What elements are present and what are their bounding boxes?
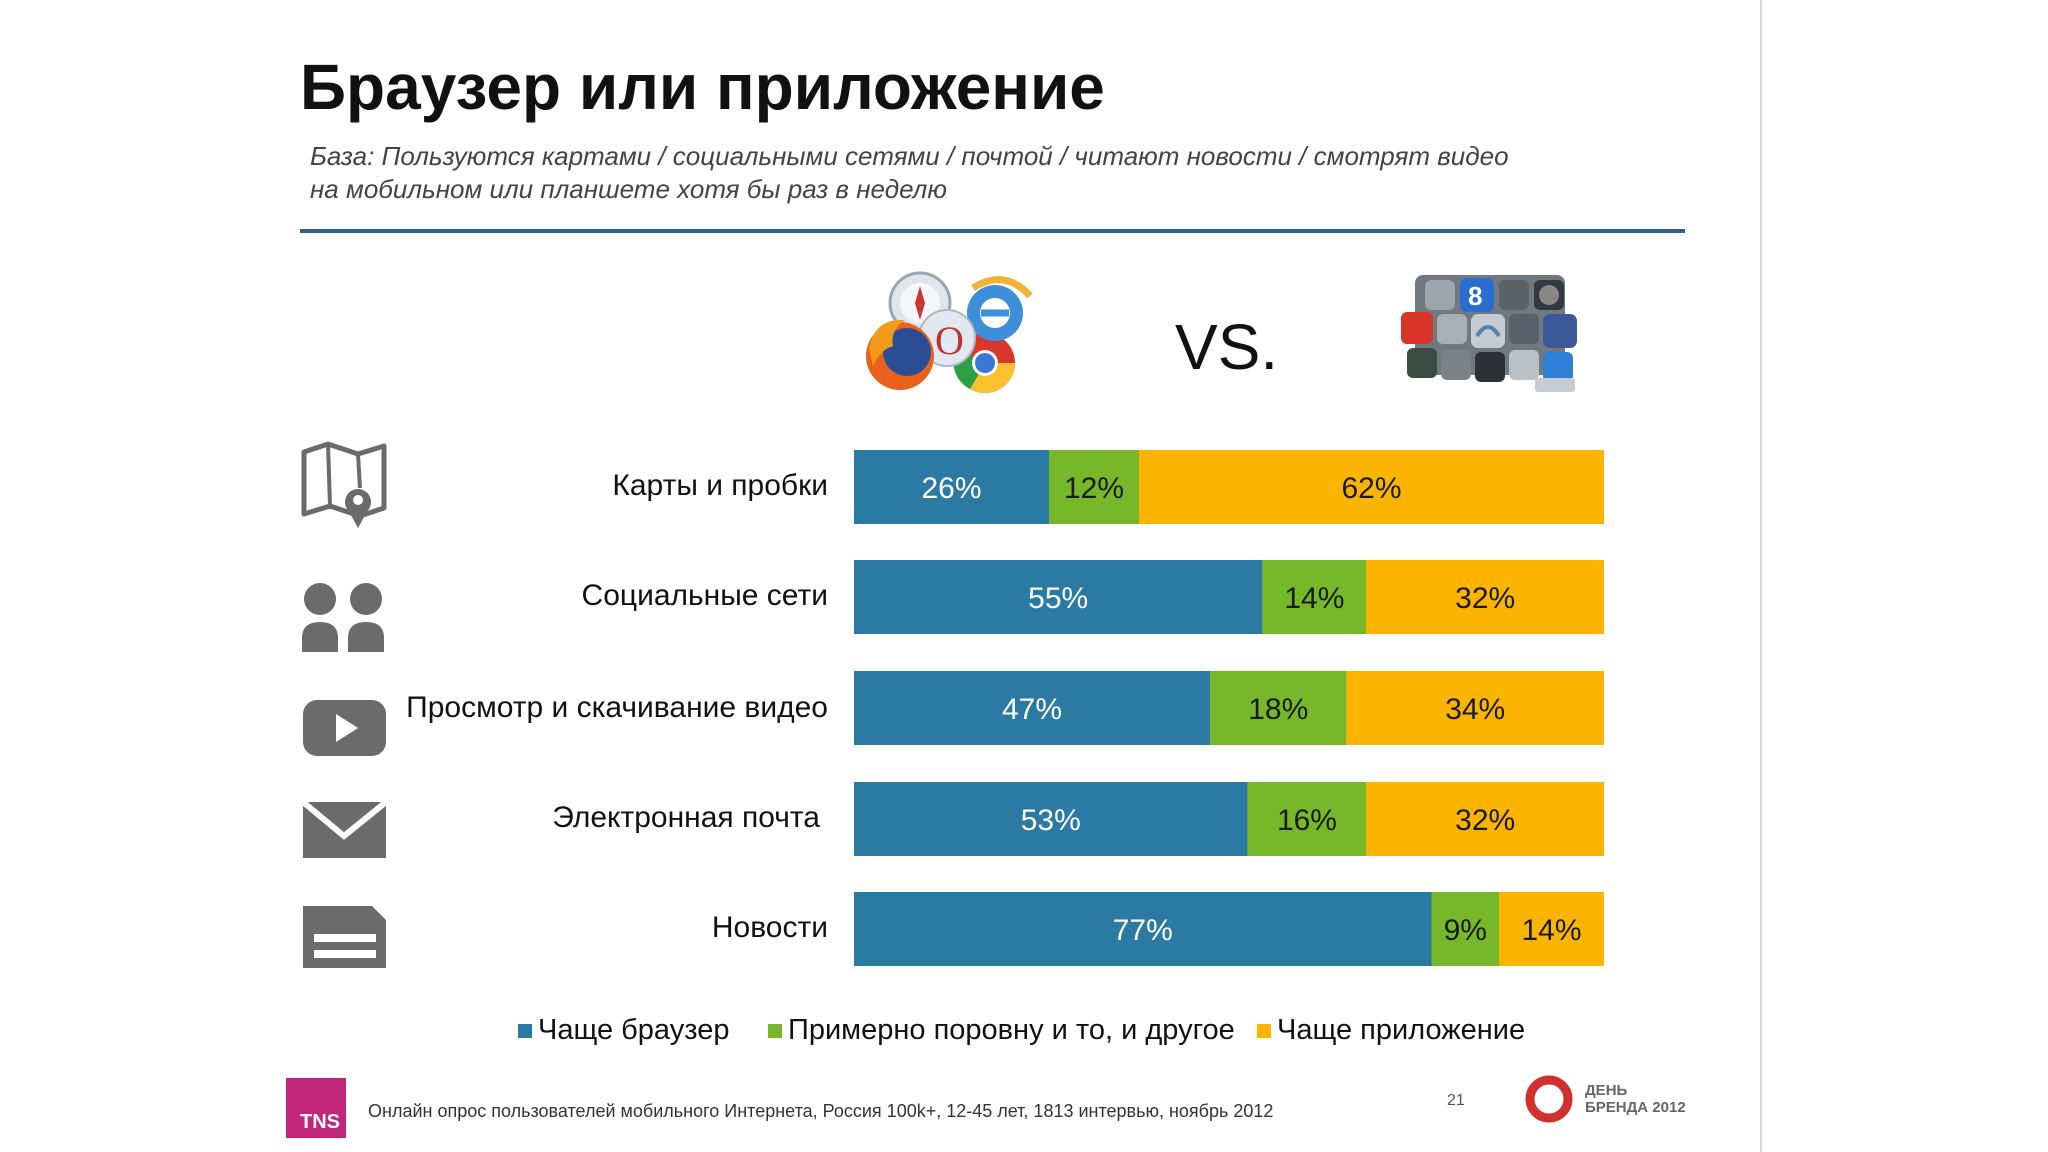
row-label-email: Электронная почта — [552, 801, 820, 834]
data-label-equal-1: 14% — [1284, 582, 1344, 615]
legend-label-browser: Чаще браузер — [538, 1014, 730, 1046]
data-label-equal-3: 16% — [1277, 804, 1337, 837]
data-label-app-2: 34% — [1445, 693, 1505, 726]
bar-segment-browser-4 — [854, 892, 1432, 966]
legend-swatch-app — [1257, 1023, 1271, 1038]
svg-text:O: O — [935, 318, 964, 363]
data-label-app-0: 62% — [1341, 472, 1401, 505]
svg-text:8: 8 — [1468, 281, 1482, 311]
row-label-news: Новости — [711, 911, 828, 944]
bar-segment-equal-4 — [1431, 892, 1499, 966]
data-label-app-3: 32% — [1455, 804, 1515, 837]
data-label-browser-3: 53% — [1021, 804, 1081, 837]
bar-segment-browser-2 — [854, 671, 1211, 745]
bar-segment-equal-1 — [1262, 560, 1367, 634]
bar-segment-app-1 — [1366, 560, 1604, 634]
row-label-maps: Карты и пробки — [612, 469, 828, 502]
vs-label: VS. — [1175, 311, 1279, 383]
data-label-app-4: 14% — [1521, 914, 1581, 947]
brand-day-logo-icon — [1525, 1075, 1573, 1123]
bar-segment-app-3 — [1366, 782, 1604, 856]
apps-logo-icon: 8 — [1401, 275, 1577, 392]
legend-item-browser: Чаще браузер — [518, 1014, 729, 1047]
data-label-browser-2: 47% — [1002, 693, 1062, 726]
slide-subtitle: База: Пользуются картами / социальными с… — [310, 140, 1610, 206]
news-icon — [303, 906, 386, 968]
slide-title: Браузер или приложение — [300, 51, 1105, 123]
data-label-equal-4: 9% — [1444, 914, 1487, 947]
mail-icon — [301, 799, 388, 858]
brand-logo-line-2: БРЕНДА 2012 — [1585, 1099, 1686, 1116]
slide-edge-divider — [1760, 0, 1762, 1152]
row-label-video: Просмотр и скачивание видео — [406, 691, 828, 724]
tns-logo-text: TNS — [300, 1111, 340, 1133]
page-number: 21 — [1447, 1092, 1465, 1109]
title-divider — [300, 229, 1685, 233]
bar-segment-app-0 — [1139, 450, 1604, 524]
data-label-equal-0: 12% — [1064, 472, 1124, 505]
brand-logo-line-1: ДЕНЬ — [1585, 1082, 1628, 1099]
video-play-icon — [303, 700, 386, 756]
legend-label-equal: Примерно поровну и то, и другое — [788, 1014, 1235, 1046]
legend-swatch-browser — [518, 1023, 532, 1038]
data-label-browser-4: 77% — [1113, 914, 1173, 947]
data-label-equal-2: 18% — [1248, 693, 1308, 726]
data-label-browser-1: 55% — [1028, 582, 1088, 615]
brand-day-logo-text: ДЕНЬ БРЕНДА 2012 — [1585, 1082, 1686, 1116]
bar-segment-equal-3 — [1247, 782, 1367, 856]
bar-segment-equal-2 — [1210, 671, 1347, 745]
users-icon — [302, 583, 384, 652]
data-label-browser-0: 26% — [921, 472, 981, 505]
legend-swatch-equal — [768, 1023, 782, 1038]
footer-source-note: Онлайн опрос пользователей мобильного Ин… — [368, 1101, 1274, 1121]
tns-logo: TNS — [286, 1078, 346, 1138]
chart-legend: Чаще браузер Примерно поровну и то, и др… — [0, 1014, 2048, 1050]
subtitle-line-2: на мобильном или планшете хотя бы раз в … — [310, 174, 947, 204]
bar-segment-browser-0 — [854, 450, 1049, 524]
legend-label-app: Чаще приложение — [1277, 1014, 1526, 1046]
data-label-app-1: 32% — [1455, 582, 1515, 615]
legend-item-equal: Примерно поровну и то, и другое — [768, 1014, 1235, 1047]
legend-item-app: Чаще приложение — [1257, 1014, 1525, 1047]
bar-segment-browser-1 — [854, 560, 1263, 634]
map-pin-icon — [301, 441, 387, 528]
row-label-social: Социальные сети — [581, 579, 828, 612]
bar-segment-app-4 — [1499, 892, 1604, 966]
subtitle-line-1: База: Пользуются картами / социальными с… — [310, 141, 1509, 171]
browsers-logo-icon: O — [866, 271, 1033, 393]
bar-segment-browser-3 — [854, 782, 1248, 856]
bar-segment-app-2 — [1346, 671, 1604, 745]
bar-segment-equal-0 — [1049, 450, 1139, 524]
